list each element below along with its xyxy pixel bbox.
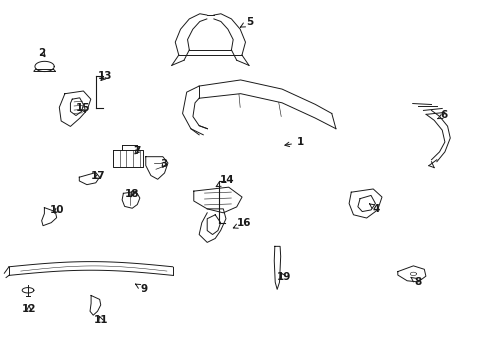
- Text: 11: 11: [93, 315, 108, 325]
- Text: 3: 3: [160, 159, 167, 169]
- Text: 10: 10: [49, 206, 64, 216]
- Text: 15: 15: [75, 103, 90, 113]
- Text: 18: 18: [125, 189, 139, 199]
- Text: 2: 2: [39, 48, 46, 58]
- Text: 16: 16: [233, 218, 251, 228]
- Text: 9: 9: [135, 284, 148, 294]
- Text: 8: 8: [410, 277, 420, 287]
- Text: 1: 1: [285, 138, 304, 147]
- Text: 17: 17: [91, 171, 105, 181]
- Text: 13: 13: [98, 71, 113, 81]
- Text: 19: 19: [276, 272, 290, 282]
- Text: 4: 4: [369, 204, 379, 214]
- Text: 12: 12: [21, 304, 36, 314]
- Text: 14: 14: [216, 175, 234, 186]
- Text: 5: 5: [240, 17, 252, 27]
- Text: 7: 7: [133, 146, 141, 156]
- Text: 6: 6: [437, 111, 447, 121]
